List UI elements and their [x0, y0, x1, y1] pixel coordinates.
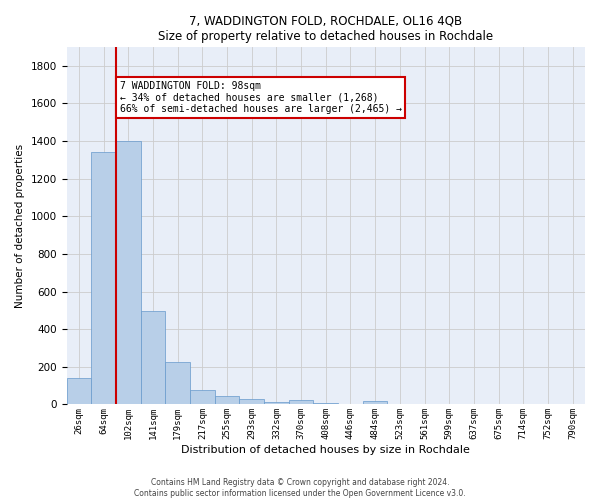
- Text: Contains HM Land Registry data © Crown copyright and database right 2024.
Contai: Contains HM Land Registry data © Crown c…: [134, 478, 466, 498]
- Bar: [190, 390, 215, 404]
- Title: 7, WADDINGTON FOLD, ROCHDALE, OL16 4QB
Size of property relative to detached hou: 7, WADDINGTON FOLD, ROCHDALE, OL16 4QB S…: [158, 15, 493, 43]
- X-axis label: Distribution of detached houses by size in Rochdale: Distribution of detached houses by size …: [181, 445, 470, 455]
- Bar: [116, 141, 140, 405]
- Bar: [165, 362, 190, 405]
- Bar: [239, 399, 264, 404]
- Text: 7 WADDINGTON FOLD: 98sqm
← 34% of detached houses are smaller (1,268)
66% of sem: 7 WADDINGTON FOLD: 98sqm ← 34% of detach…: [119, 81, 401, 114]
- Y-axis label: Number of detached properties: Number of detached properties: [15, 144, 25, 308]
- Bar: [264, 402, 289, 404]
- Bar: [215, 396, 239, 404]
- Bar: [140, 312, 165, 404]
- Bar: [67, 378, 91, 404]
- Bar: [289, 400, 313, 404]
- Bar: [91, 152, 116, 404]
- Bar: [363, 400, 388, 404]
